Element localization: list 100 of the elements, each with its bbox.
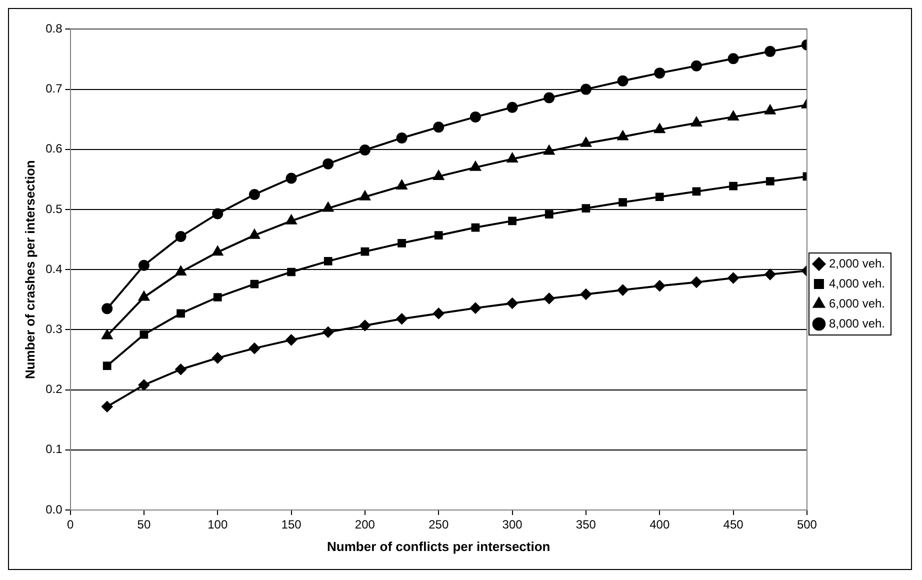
point	[213, 293, 222, 302]
point	[138, 260, 150, 271]
point	[544, 92, 555, 104]
point	[138, 291, 150, 301]
point	[287, 268, 296, 276]
point	[322, 326, 334, 338]
point	[617, 75, 628, 86]
point	[617, 284, 628, 296]
point	[396, 313, 408, 324]
y-tick-label: 0.1	[46, 442, 63, 456]
point	[580, 137, 592, 147]
y-tick-label: 0.4	[46, 262, 63, 276]
point	[617, 130, 628, 140]
point	[140, 330, 148, 339]
point	[506, 153, 518, 163]
x-tick-label: 300	[502, 518, 523, 532]
y-tick-label: 0.2	[46, 382, 63, 396]
point	[433, 308, 444, 319]
point	[175, 231, 186, 242]
point	[508, 216, 516, 226]
point	[655, 192, 664, 202]
point	[175, 364, 186, 375]
x-tick-label: 350	[576, 518, 596, 532]
point	[360, 247, 370, 256]
point	[102, 401, 113, 412]
point	[248, 188, 260, 200]
point	[249, 229, 260, 239]
point	[728, 110, 739, 120]
point	[544, 145, 554, 155]
y-tick-label: 0.7	[46, 82, 63, 96]
point	[729, 182, 738, 190]
point	[618, 198, 627, 206]
point	[433, 170, 444, 180]
point	[764, 46, 776, 57]
point	[396, 180, 408, 190]
point	[248, 342, 260, 354]
y-tick-label: 0.3	[46, 322, 63, 336]
y-tick-label: 0.8	[46, 22, 63, 36]
point	[360, 190, 370, 200]
y-tick-label: 0.5	[46, 202, 63, 216]
point	[654, 280, 666, 292]
point	[580, 84, 592, 95]
point	[654, 124, 665, 134]
y-axis-title: Number of crashes per intersection	[22, 160, 38, 380]
x-tick-label: 250	[428, 518, 449, 532]
point	[654, 68, 666, 79]
point	[471, 223, 480, 232]
point	[286, 172, 297, 184]
point	[692, 187, 701, 196]
point	[286, 214, 297, 224]
x-tick-label: 100	[208, 518, 228, 532]
point	[544, 210, 554, 218]
point	[212, 246, 223, 256]
legend-label: 2,000 veh.	[828, 256, 885, 270]
point	[506, 102, 518, 113]
point	[470, 111, 481, 122]
point	[102, 362, 112, 370]
x-tick-label: 150	[281, 518, 302, 532]
point	[175, 266, 186, 276]
point	[470, 302, 481, 314]
x-tick-label: 200	[354, 518, 376, 532]
point	[764, 104, 776, 114]
point	[250, 280, 259, 288]
point	[582, 204, 590, 212]
point	[138, 379, 150, 390]
point	[324, 257, 332, 266]
point	[434, 231, 443, 240]
x-tick-label: 0	[66, 518, 74, 532]
point	[102, 303, 113, 314]
point	[766, 177, 774, 186]
x-tick-label: 500	[796, 518, 818, 532]
point	[506, 298, 518, 309]
y-tick-label: 0.6	[46, 142, 63, 156]
point	[359, 320, 370, 331]
point	[764, 268, 776, 280]
point	[690, 60, 702, 72]
point	[322, 202, 334, 212]
point	[286, 334, 297, 346]
point	[690, 276, 702, 288]
y-tick-label: 0.0	[46, 502, 63, 516]
point	[691, 116, 702, 126]
legend-label: 6,000 veh.	[828, 296, 885, 310]
legend-label: 4,000 veh.	[828, 276, 885, 290]
point	[470, 161, 481, 171]
point	[433, 122, 444, 133]
point	[580, 288, 592, 300]
x-axis-title: Number of conflicts per intersection	[327, 538, 550, 554]
x-tick-label: 50	[137, 518, 151, 532]
point	[212, 208, 224, 220]
x-tick-label: 400	[650, 518, 670, 532]
point	[398, 238, 406, 248]
point	[176, 309, 185, 318]
point	[102, 330, 112, 340]
point	[396, 132, 408, 144]
point	[728, 53, 739, 64]
point	[359, 144, 370, 156]
point	[212, 352, 224, 364]
x-tick-label: 450	[723, 518, 744, 532]
legend-label: 8,000 veh.	[828, 316, 885, 330]
point	[544, 292, 555, 304]
